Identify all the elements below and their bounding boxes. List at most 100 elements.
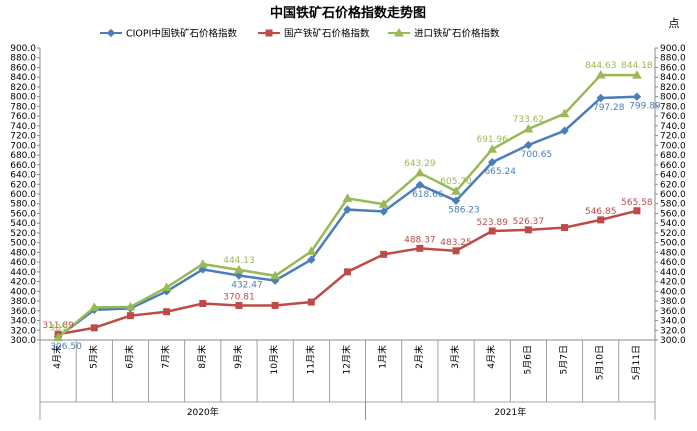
y-tick-label-left: 360.0 <box>10 307 36 317</box>
x-tick-label: 8月末 <box>196 345 208 369</box>
x-tick-label: 5月7日 <box>559 345 570 374</box>
y-tick-label-right: 540.0 <box>660 219 686 229</box>
y-tick-label-left: 680.0 <box>10 151 36 161</box>
y-tick-label-left: 620.0 <box>10 180 36 190</box>
y-tick-label-left: 880.0 <box>10 54 36 64</box>
legend: CIOPI中国铁矿石价格指数 国产铁矿石价格指数 进口铁矿石价格指数 <box>100 28 500 40</box>
data-point <box>415 180 425 190</box>
data-label: 665.24 <box>484 167 516 177</box>
data-point <box>198 265 208 274</box>
y-tick-label-left: 540.0 <box>10 219 36 229</box>
data-label: 305 <box>49 324 66 334</box>
y-tick-label-left: 380.0 <box>10 297 36 307</box>
x-tick-label: 5月6日 <box>522 345 533 374</box>
data-point <box>199 300 207 307</box>
data-point <box>53 332 63 342</box>
y-tick-label-left: 720.0 <box>10 132 36 142</box>
legend-label: 国产铁矿石价格指数 <box>284 28 370 40</box>
data-point <box>234 271 244 280</box>
data-point <box>560 126 569 135</box>
y-tick-label-right: 440.0 <box>660 268 686 278</box>
data-point <box>163 308 171 316</box>
y-tick-label-left: 460.0 <box>10 258 36 268</box>
y-tick-label-left: 600.0 <box>10 190 36 200</box>
y-tick-label-right: 820.0 <box>660 83 686 93</box>
x-group-label: 2021年 <box>494 406 526 418</box>
data-point <box>414 167 425 177</box>
data-point <box>197 259 208 268</box>
y-tick-label-left: 900.0 <box>10 44 36 54</box>
data-point <box>380 250 388 258</box>
x-tick-label: 11月末 <box>304 345 316 374</box>
y-tick-label-left: 780.0 <box>10 102 36 112</box>
data-point <box>632 70 642 79</box>
y-tick-label-right: 740.0 <box>660 122 686 132</box>
y-tick-label-right: 360.0 <box>660 307 686 317</box>
data-point <box>234 264 244 274</box>
y-tick-label-right: 720.0 <box>660 132 686 142</box>
y-tick-label-left: 560.0 <box>10 209 36 219</box>
data-point <box>126 312 134 320</box>
y-tick-label-right: 460.0 <box>660 258 686 268</box>
data-point <box>597 216 605 224</box>
data-label: 643.29 <box>404 159 436 169</box>
x-tick-label: 3月末 <box>449 345 461 369</box>
legend-label: CIOPI中国铁矿石价格指数 <box>126 28 237 40</box>
legend-marker <box>394 27 404 37</box>
y-tick-label-right: 480.0 <box>660 248 686 258</box>
data-point <box>344 268 351 276</box>
y-tick-label-right: 520.0 <box>660 229 686 239</box>
data-label: 844.63 <box>585 61 617 71</box>
y-tick-label-right: 320.0 <box>660 326 686 336</box>
data-label: 488.37 <box>404 235 436 245</box>
data-point <box>524 140 533 150</box>
y-tick-label-left: 340.0 <box>10 317 36 327</box>
data-point <box>451 186 461 195</box>
y-tick-label-right: 340.0 <box>660 317 686 327</box>
data-point <box>270 270 281 280</box>
y-tick-label-left: 480.0 <box>10 248 36 258</box>
y-tick-label-right: 380.0 <box>660 297 686 307</box>
data-label: 432.47 <box>231 281 263 291</box>
data-label: 586.23 <box>448 206 480 216</box>
y-tick-label-right: 900.0 <box>660 44 686 54</box>
data-point <box>487 144 498 153</box>
legend-marker <box>106 28 116 38</box>
y-tick-label-left: 640.0 <box>10 171 36 181</box>
y-tick-label-right: 660.0 <box>660 161 686 171</box>
data-label: 691.96 <box>476 135 508 145</box>
y-tick-label-right: 640.0 <box>660 171 686 181</box>
data-point <box>306 246 317 255</box>
x-tick-label: 4月末 <box>485 345 497 369</box>
y-tick-label-right: 420.0 <box>660 278 686 288</box>
data-point <box>524 226 532 234</box>
data-point <box>125 301 136 311</box>
x-tick-label: 2月末 <box>413 345 425 369</box>
y-tick-label-left: 800.0 <box>10 93 36 103</box>
data-label: 565.58 <box>621 198 653 208</box>
data-point <box>632 92 642 101</box>
data-label: 370.81 <box>223 293 255 303</box>
data-label: 523.89 <box>476 218 508 228</box>
data-label: 799.89 <box>629 102 661 112</box>
y-tick-label-right: 680.0 <box>660 151 686 161</box>
data-point <box>307 255 316 264</box>
data-point <box>595 69 606 79</box>
y-tick-label-right: 700.0 <box>660 141 686 151</box>
data-point <box>561 224 569 232</box>
y-tick-label-left: 420.0 <box>10 278 36 288</box>
y-tick-label-right: 500.0 <box>660 239 686 249</box>
y-tick-label-right: 620.0 <box>660 180 686 190</box>
x-tick-label: 4月末 <box>51 345 63 369</box>
x-tick-label: 9月末 <box>232 345 244 369</box>
y-tick-label-left: 660.0 <box>10 161 36 171</box>
x-tick-label: 5月11日 <box>631 345 642 380</box>
data-point <box>633 207 641 215</box>
data-label: 700.65 <box>521 150 553 160</box>
data-label: 311.89 <box>42 321 74 331</box>
data-point <box>451 196 461 205</box>
y-tick-label-right: 560.0 <box>660 209 686 219</box>
